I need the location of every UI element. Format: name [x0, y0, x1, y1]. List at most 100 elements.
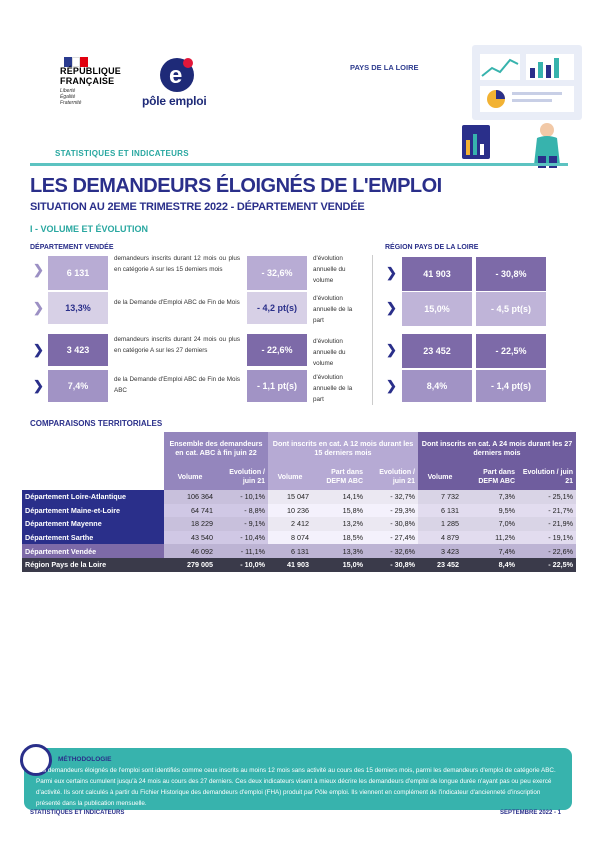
- table-cell: - 10,0%: [216, 557, 268, 572]
- info-bubble-icon: [20, 744, 52, 776]
- table-cell: - 32,7%: [366, 490, 418, 504]
- table-cell: - 10,1%: [216, 490, 268, 504]
- column-header: Volume: [268, 464, 312, 490]
- table-row: Département Vendée 46 092- 11,1% 6 131 13,3…: [22, 544, 576, 558]
- methodology-title: MÉTHODOLOGIE: [58, 756, 112, 763]
- french-flag-icon: [64, 54, 90, 67]
- evolution-label: d'évolution annuelle du volume: [313, 255, 346, 284]
- methodology-text: Les demandeurs éloignés de l'emploi sont…: [36, 767, 556, 807]
- region-evolution: - 1,4 pt(s): [476, 370, 546, 402]
- table-row: Département Mayenne 18 229- 9,1% 2 412 13,2…: [22, 517, 576, 531]
- column-header: Evolution / juin 21: [366, 464, 418, 490]
- methodology-box: [24, 748, 572, 810]
- table-cell: 4 879: [418, 530, 462, 545]
- republique-francaise-logo: RÉPUBLIQUE FRANÇAISE: [60, 66, 122, 86]
- section-heading-volume: I - VOLUME ET ÉVOLUTION: [30, 224, 149, 234]
- vertical-divider: [372, 255, 373, 405]
- table-cell: 8,4%: [462, 557, 518, 572]
- pole-emploi-logo-icon: e: [160, 58, 194, 92]
- table-cell: - 30,8%: [366, 517, 418, 531]
- table-cell: 46 092: [164, 544, 216, 558]
- region-label: PAYS DE LA LOIRE: [350, 63, 419, 72]
- brand-name: pôle emploi: [142, 94, 207, 108]
- table-cell: - 19,1%: [518, 530, 576, 545]
- table-group-header: Dont inscrits en cat. A 24 mois durant l…: [418, 432, 576, 464]
- table-cell: 23 452: [418, 557, 462, 572]
- column-header: Volume: [418, 464, 462, 490]
- devise: Liberté Égalité Fraternité: [60, 88, 82, 106]
- column-header: Volume: [164, 464, 216, 490]
- table-cell: 279 005: [164, 557, 216, 572]
- evolution-label: d'évolution annuelle de la part: [313, 374, 353, 403]
- table-cell: - 10,4%: [216, 530, 268, 545]
- table-cell: - 9,1%: [216, 517, 268, 531]
- indicator-evolution: - 22,6%: [247, 334, 307, 366]
- section-heading-comparaisons: COMPARAISONS TERRITORIALES: [30, 419, 163, 428]
- footer-page: SEPTEMBRE 2022 - 1: [500, 810, 562, 816]
- row-label: Département Sarthe: [22, 530, 164, 545]
- table-cell: - 30,8%: [366, 557, 418, 572]
- table-row: Département Maine-et-Loire 64 741- 8,8% 10…: [22, 503, 576, 518]
- table-cell: 6 131: [268, 544, 312, 558]
- indicator-value: 6 131: [48, 256, 108, 290]
- column-header: Part dans DEFM ABC: [462, 464, 518, 490]
- table-cell: 6 131: [418, 503, 462, 518]
- comparison-table: Ensemble des demandeurs en cat. ABC à fi…: [22, 432, 576, 572]
- indicator-value: 13,3%: [48, 292, 108, 324]
- indicator-value: 3 423: [48, 334, 108, 366]
- table-cell: 2 412: [268, 517, 312, 531]
- table-cell: 41 903: [268, 557, 312, 572]
- indicator-evolution: - 32,6%: [247, 256, 307, 290]
- indicator-evolution: - 1,1 pt(s): [247, 370, 307, 402]
- table-row: Département Sarthe 43 540- 10,4% 8 074 18,5…: [22, 530, 576, 545]
- indicator-description: de la Demande d'Emploi ABC de Fin de Moi…: [114, 376, 240, 394]
- table-cell: 13,2%: [312, 517, 366, 531]
- region-evolution: - 22,5%: [476, 334, 546, 368]
- table-cell: 64 741: [164, 503, 216, 518]
- table-cell: 7 732: [418, 490, 462, 504]
- indicator-description: demandeurs inscrits durant 24 mois ou pl…: [114, 336, 240, 354]
- page-subtitle: SITUATION AU 2EME TRIMESTRE 2022 - DÉPAR…: [30, 201, 365, 213]
- evolution-label: d'évolution annuelle de la part: [313, 295, 353, 324]
- table-row: Département Loire-Atlantique 106 364- 10,…: [22, 490, 576, 504]
- table-cell: - 27,4%: [366, 530, 418, 545]
- column-header: Evolution / juin 21: [518, 464, 576, 490]
- table-row: Région Pays de la Loire 279 005- 10,0% 41 …: [22, 557, 576, 572]
- table-cell: - 21,7%: [518, 503, 576, 518]
- table-cell: - 8,8%: [216, 503, 268, 518]
- table-cell: 8 074: [268, 530, 312, 545]
- chevron-right-icon: ❯: [33, 378, 44, 393]
- table-cell: 15 047: [268, 490, 312, 504]
- table-cell: 7,3%: [462, 490, 518, 504]
- evolution-label: d'évolution annuelle du volume: [313, 338, 346, 367]
- table-cell: 1 285: [418, 517, 462, 531]
- chevron-right-icon: ❯: [33, 300, 44, 315]
- row-label: Région Pays de la Loire: [22, 557, 164, 572]
- chevron-right-icon: ❯: [386, 265, 397, 280]
- region-value: 8,4%: [402, 370, 472, 402]
- table-cell: - 22,6%: [518, 544, 576, 558]
- column-header: Evolution / juin 21: [216, 464, 268, 490]
- table-cell: - 29,3%: [366, 503, 418, 518]
- indicator-description: de la Demande d'Emploi ABC de Fin de Moi…: [114, 299, 240, 306]
- row-label: Département Loire-Atlantique: [22, 490, 164, 504]
- table-cell: 15,0%: [312, 557, 366, 572]
- row-label: Département Mayenne: [22, 517, 164, 531]
- region-value: 15,0%: [402, 292, 472, 326]
- table-cell: 9,5%: [462, 503, 518, 518]
- chevron-right-icon: ❯: [386, 378, 397, 393]
- table-group-header: Dont inscrits en cat. A 12 mois durant l…: [268, 432, 418, 464]
- indicator-value: 7,4%: [48, 370, 108, 402]
- page-title: LES DEMANDEURS ÉLOIGNÉS DE L'EMPLOI: [30, 175, 442, 197]
- chevron-right-icon: ❯: [386, 300, 397, 315]
- table-cell: 3 423: [418, 544, 462, 558]
- table-cell: 7,4%: [462, 544, 518, 558]
- table-cell: 43 540: [164, 530, 216, 545]
- region-evolution: - 4,5 pt(s): [476, 292, 546, 326]
- region-pays-label: RÉGION PAYS DE LA LOIRE: [385, 244, 479, 251]
- table-cell: - 11,1%: [216, 544, 268, 558]
- footer-left: STATISTIQUES ET INDICATEURS: [30, 810, 125, 816]
- table-cell: - 32,6%: [366, 544, 418, 558]
- table-cell: 106 364: [164, 490, 216, 504]
- table-cell: - 25,1%: [518, 490, 576, 504]
